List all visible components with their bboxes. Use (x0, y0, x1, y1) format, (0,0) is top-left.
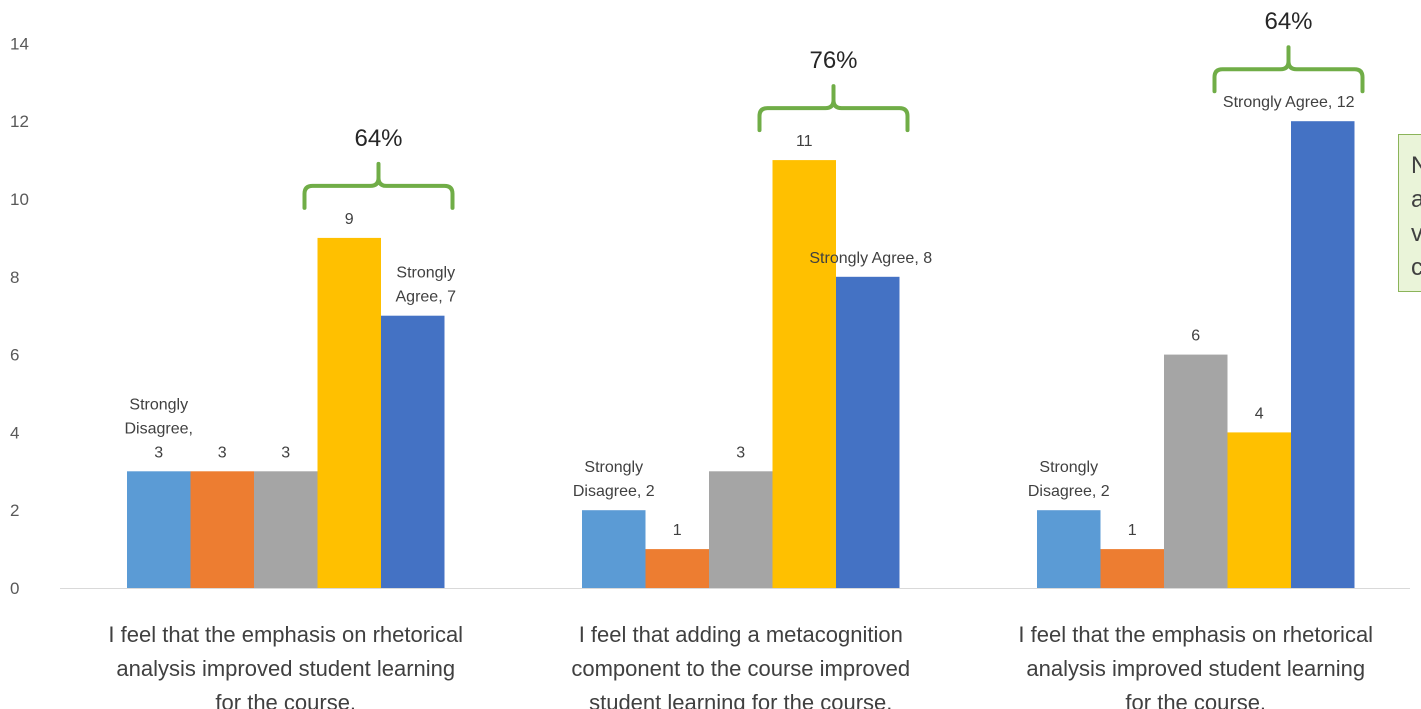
x-category-label: I feel that the emphasis on rhetorical an… (1018, 622, 1373, 709)
data-labels: Strongly Disagree, 3 Strongly Disagree, 2 Str… (125, 94, 1355, 539)
y-tick-label: 6 (10, 346, 19, 365)
data-label: Strongly Agree, 8 (809, 250, 932, 267)
percentage-brackets: 64% 76% 64% (302, 8, 1365, 210)
callout-text: N a v c (1411, 152, 1421, 281)
bar (709, 471, 773, 588)
bar (1227, 432, 1291, 588)
bar (254, 471, 318, 588)
data-label: 1 (1128, 522, 1137, 539)
data-label: 9 (345, 211, 354, 228)
callout-box: N a v c (1398, 134, 1421, 292)
y-tick-label: 10 (10, 190, 29, 209)
x-axis: I feel that the emphasis on rhetorical an… (60, 588, 1410, 709)
x-category-label: I feel that adding a metacognition compon… (571, 622, 910, 709)
bracket (302, 161, 455, 210)
data-label: 3 (218, 444, 227, 461)
bar (381, 315, 445, 588)
percentage-annotation: 64% (354, 125, 402, 152)
bar (1037, 510, 1101, 588)
data-label: 4 (1255, 405, 1264, 422)
data-label: 3 (736, 444, 745, 461)
x-category-label: I feel that the emphasis on rhetorical an… (108, 622, 463, 709)
bar (127, 471, 191, 588)
y-tick-label: 4 (10, 423, 19, 442)
bar (1291, 121, 1355, 588)
data-label: 3 (281, 444, 290, 461)
y-axis: 0 2 4 6 8 10 12 14 (10, 34, 29, 598)
data-label: Strongly Disagree, 2 (573, 459, 655, 500)
bracket (1212, 45, 1365, 94)
y-tick-label: 14 (10, 34, 29, 53)
y-tick-label: 8 (10, 268, 19, 287)
data-label: 1 (673, 522, 682, 539)
y-tick-label: 0 (10, 579, 19, 598)
bar-series (127, 121, 1355, 588)
y-tick-label: 2 (10, 501, 19, 520)
bar (645, 549, 709, 588)
bar (582, 510, 646, 588)
data-label: Strongly Agree, 7 (396, 265, 457, 306)
data-label: Strongly Disagree, 2 (1028, 459, 1110, 500)
bar (317, 237, 381, 588)
percentage-annotation: 64% (1264, 8, 1312, 35)
data-label: Strongly Disagree, 3 (125, 396, 193, 461)
bracket (757, 84, 910, 133)
data-label: 6 (1191, 328, 1200, 345)
data-label: Strongly Agree, 12 (1223, 94, 1355, 111)
bar (1164, 354, 1228, 588)
bar (836, 276, 900, 588)
bar (772, 160, 836, 588)
data-label: 11 (796, 133, 813, 150)
bar (190, 471, 254, 588)
bar (1100, 549, 1164, 588)
percentage-annotation: 76% (809, 47, 857, 74)
y-tick-label: 12 (10, 112, 29, 131)
